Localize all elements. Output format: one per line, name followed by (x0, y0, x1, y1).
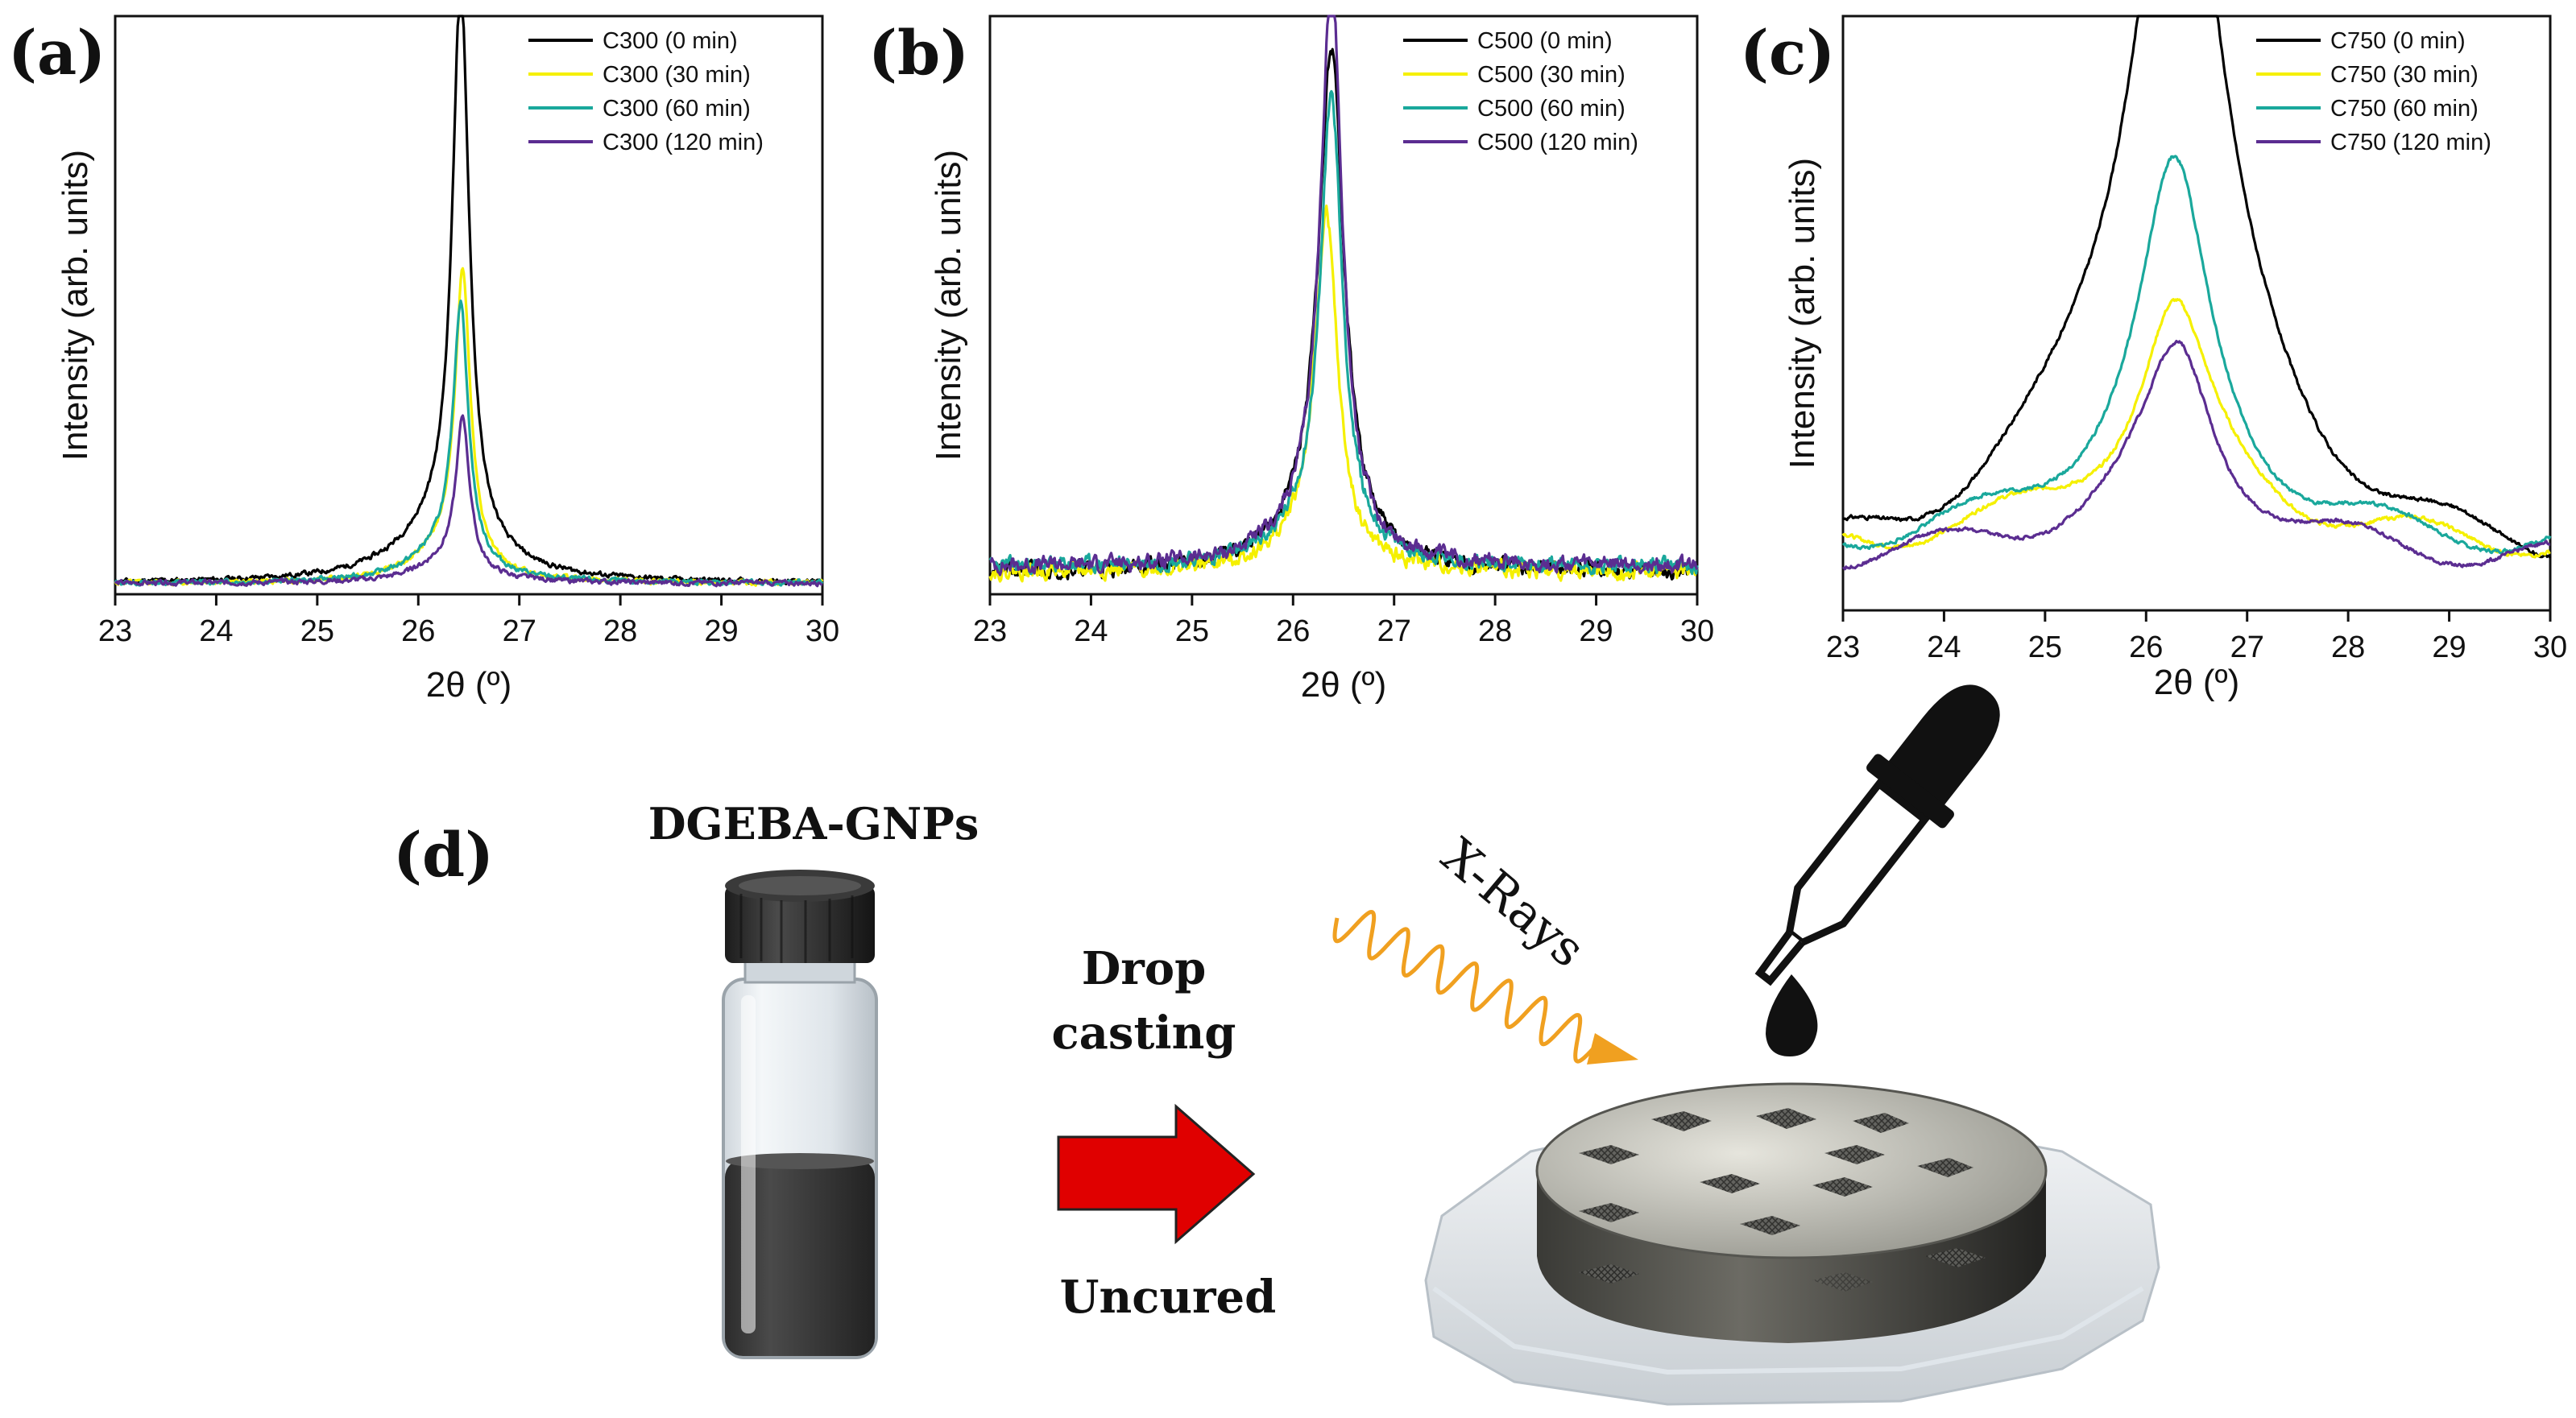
chart-panel-c: (c) 23 24 25 26 27 28 29 30 C750 (0 min) C750 (3… (1740, 14, 2567, 702)
x-axis-title: 2θ (º) (1301, 665, 1387, 705)
legend-label: C500 (120 min) (1477, 130, 1638, 155)
series-line (114, 414, 823, 588)
legend-label: C750 (60 min) (2330, 96, 2479, 122)
panel-label-c: (c) (1740, 17, 1835, 89)
pipette-icon (1754, 684, 2000, 986)
x-tick-label: 26 (401, 614, 435, 648)
arrow-right-icon (1057, 1103, 1256, 1245)
legend-label: C500 (0 min) (1477, 28, 1613, 54)
legend: C500 (0 min) C500 (30 min) C500 (60 min) C5… (1403, 28, 1638, 155)
x-tick-label: 27 (503, 614, 536, 648)
x-ticks: 23 24 25 26 27 28 29 30 (1826, 610, 2567, 664)
xray-arrowhead-icon (1587, 1033, 1638, 1065)
series-line (988, 205, 1699, 583)
x-tick-label: 26 (2129, 630, 2163, 664)
x-tick-label: 30 (1680, 614, 1714, 648)
plot-frame (114, 14, 824, 596)
chart-panel-b: (b) 23 24 25 26 27 28 29 30 C500 (0 min) C500 (3… (868, 14, 1714, 705)
legend-label: C300 (120 min) (603, 130, 764, 155)
vial-label: DGEBA-GNPs (648, 798, 979, 850)
arrow-label-top-2: casting (1052, 1007, 1236, 1060)
x-tick-label: 25 (2028, 630, 2062, 664)
x-tick-label: 27 (2230, 630, 2264, 664)
legend-label: C500 (60 min) (1477, 96, 1626, 122)
x-tick-label: 27 (1377, 614, 1411, 648)
x-tick-label: 28 (2331, 630, 2365, 664)
legend-label: C750 (30 min) (2330, 62, 2479, 88)
x-ticks: 23 24 25 26 27 28 29 30 (973, 594, 1714, 648)
x-tick-label: 24 (199, 614, 233, 648)
x-tick-label: 30 (2533, 630, 2567, 664)
xray-wave-icon (1332, 909, 1597, 1064)
legend-label: C300 (0 min) (603, 28, 738, 54)
legend-label: C300 (60 min) (603, 96, 751, 122)
y-axis-title: Intensity (arb. units) (56, 150, 95, 461)
series-line (989, 14, 1699, 577)
chart-panel-a: (a) 23 24 25 26 27 28 29 30 C300 (0 min) C300 (3… (8, 14, 839, 705)
legend-label: C750 (120 min) (2330, 130, 2491, 155)
series-line (1841, 340, 2551, 571)
droplet-icon (1766, 974, 1818, 1056)
x-tick-label: 24 (1927, 630, 1961, 664)
panel-label-d: (d) (393, 819, 494, 891)
x-tick-label: 23 (98, 614, 132, 648)
x-tick-label: 29 (704, 614, 738, 648)
y-axis-title: Intensity (arb. units) (1783, 158, 1822, 469)
x-tick-label: 23 (973, 614, 1007, 648)
series-layer (114, 14, 824, 588)
panel-label-b: (b) (868, 17, 969, 89)
x-tick-label: 29 (2432, 630, 2466, 664)
x-tick-label: 23 (1826, 630, 1860, 664)
legend-label: C300 (30 min) (603, 62, 751, 88)
series-line (1841, 14, 2552, 559)
arrow-label-bottom: Uncured (1060, 1271, 1277, 1324)
legend-label: C500 (30 min) (1477, 62, 1626, 88)
legend: C750 (0 min) C750 (30 min) C750 (60 min) C7… (2256, 28, 2491, 155)
arrow-label-top-1: Drop (1082, 942, 1207, 995)
series-line (1841, 298, 2551, 559)
series-layer (1841, 14, 2552, 571)
sample-holder (1424, 1082, 2160, 1406)
x-tick-label: 26 (1276, 614, 1310, 648)
x-axis-title: 2θ (º) (2154, 663, 2240, 702)
panel-label-a: (a) (8, 17, 106, 89)
schematic-panel-d: (d) DGEBA-GNPs Drop casting Uncur (393, 684, 2160, 1406)
series-line (1841, 155, 2552, 555)
x-tick-label: 24 (1074, 614, 1108, 648)
x-tick-label: 25 (1175, 614, 1209, 648)
y-axis-title: Intensity (arb. units) (929, 150, 968, 461)
legend: C300 (0 min) C300 (30 min) C300 (60 min) C3… (528, 28, 764, 155)
x-tick-label: 25 (300, 614, 334, 648)
plot-frame (988, 14, 1699, 596)
x-tick-label: 28 (603, 614, 637, 648)
x-axis-title: 2θ (º) (426, 665, 512, 705)
x-ticks: 23 24 25 26 27 28 29 30 (98, 594, 839, 648)
x-tick-label: 30 (806, 614, 839, 648)
x-tick-label: 29 (1579, 614, 1613, 648)
series-line (988, 89, 1699, 576)
series-layer (988, 14, 1699, 583)
x-tick-label: 28 (1478, 614, 1512, 648)
legend-label: C750 (0 min) (2330, 28, 2466, 54)
xray-label: X-Rays (1431, 828, 1595, 978)
vial-icon (722, 870, 878, 1359)
series-line (114, 14, 824, 585)
